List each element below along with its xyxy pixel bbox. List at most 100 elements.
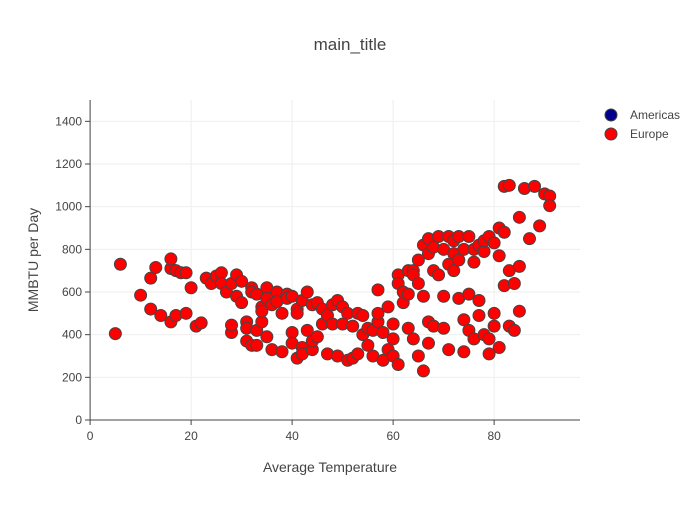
data-point-europe[interactable]: [502, 178, 516, 192]
data-point-europe[interactable]: [351, 347, 365, 361]
data-point-europe[interactable]: [512, 210, 526, 224]
data-point-europe[interactable]: [507, 276, 521, 290]
data-point-europe[interactable]: [250, 338, 264, 352]
data-point-europe[interactable]: [497, 225, 511, 239]
data-point-europe[interactable]: [310, 330, 324, 344]
data-point-europe[interactable]: [356, 308, 370, 322]
y-tick-label: 600: [62, 285, 82, 299]
data-point-europe[interactable]: [386, 317, 400, 331]
data-point-europe[interactable]: [346, 319, 360, 333]
chart-title: main_title: [314, 35, 387, 54]
y-tick-label: 800: [62, 242, 82, 256]
data-point-europe[interactable]: [361, 338, 375, 352]
legend-label-americas[interactable]: Americas: [630, 108, 680, 122]
data-point-europe[interactable]: [437, 321, 451, 335]
data-point-europe[interactable]: [533, 219, 547, 233]
data-point-europe[interactable]: [194, 316, 208, 330]
data-point-europe[interactable]: [154, 308, 168, 322]
data-point-europe[interactable]: [225, 318, 239, 332]
data-point-europe[interactable]: [457, 313, 471, 327]
y-tick-label: 1200: [55, 157, 82, 171]
y-axis-title: MMBTU per Day: [25, 208, 41, 312]
data-point-europe[interactable]: [512, 304, 526, 318]
x-tick-label: 0: [87, 429, 94, 443]
x-tick-label: 40: [285, 429, 299, 443]
data-point-europe[interactable]: [472, 308, 486, 322]
data-point-europe[interactable]: [300, 285, 314, 299]
data-point-europe[interactable]: [411, 253, 425, 267]
x-axis-title: Average Temperature: [263, 459, 397, 475]
data-point-europe[interactable]: [507, 323, 521, 337]
data-point-europe[interactable]: [113, 257, 127, 271]
data-point-europe[interactable]: [144, 271, 158, 285]
grid-layer: [90, 100, 580, 420]
data-point-europe[interactable]: [381, 300, 395, 314]
data-point-europe[interactable]: [411, 349, 425, 363]
data-point-europe[interactable]: [472, 294, 486, 308]
data-point-europe[interactable]: [457, 345, 471, 359]
data-point-europe[interactable]: [411, 276, 425, 290]
data-point-europe[interactable]: [255, 304, 269, 318]
data-point-europe[interactable]: [416, 364, 430, 378]
data-point-europe[interactable]: [235, 296, 249, 310]
data-point-europe[interactable]: [447, 264, 461, 278]
data-point-europe[interactable]: [482, 347, 496, 361]
data-point-europe[interactable]: [108, 327, 122, 341]
points-layer: [108, 178, 557, 378]
data-point-europe[interactable]: [522, 232, 536, 246]
data-point-europe[interactable]: [487, 306, 501, 320]
data-point-europe[interactable]: [467, 255, 481, 269]
data-point-europe[interactable]: [462, 287, 476, 301]
data-point-europe[interactable]: [406, 332, 420, 346]
data-point-europe[interactable]: [376, 326, 390, 340]
data-point-europe[interactable]: [492, 249, 506, 263]
data-point-europe[interactable]: [437, 289, 451, 303]
legend-marker-europe[interactable]: [604, 127, 618, 141]
data-point-europe[interactable]: [300, 323, 314, 337]
data-point-europe[interactable]: [401, 321, 415, 335]
data-point-europe[interactable]: [416, 289, 430, 303]
data-point-europe[interactable]: [164, 252, 178, 266]
data-point-europe[interactable]: [371, 283, 385, 297]
data-point-europe[interactable]: [179, 306, 193, 320]
data-point-europe[interactable]: [134, 288, 148, 302]
data-point-europe[interactable]: [275, 306, 289, 320]
data-point-europe[interactable]: [184, 281, 198, 295]
data-point-europe[interactable]: [144, 302, 158, 316]
y-tick-label: 1400: [55, 114, 82, 128]
y-tick-label: 400: [62, 328, 82, 342]
data-point-europe[interactable]: [432, 268, 446, 282]
x-tick-label: 60: [386, 429, 400, 443]
axes-layer: 0 200 400 600 800 1000 1200 1400 0 20 40 60 80: [55, 100, 580, 443]
x-tick-label: 80: [487, 429, 501, 443]
data-point-europe[interactable]: [462, 230, 476, 244]
data-point-europe[interactable]: [482, 332, 496, 346]
data-point-europe[interactable]: [452, 253, 466, 267]
legend-marker-americas[interactable]: [604, 108, 618, 122]
y-tick-label: 0: [75, 413, 82, 427]
data-point-europe[interactable]: [442, 343, 456, 357]
x-tick-label: 20: [184, 429, 198, 443]
data-point-europe[interactable]: [235, 274, 249, 288]
data-point-europe[interactable]: [492, 340, 506, 354]
data-point-europe[interactable]: [487, 236, 501, 250]
data-point-europe[interactable]: [391, 358, 405, 372]
data-point-europe[interactable]: [290, 306, 304, 320]
data-point-europe[interactable]: [543, 199, 557, 213]
data-point-europe[interactable]: [512, 259, 526, 273]
data-point-europe[interactable]: [371, 306, 385, 320]
data-point-europe[interactable]: [421, 336, 435, 350]
legend-label-europe[interactable]: Europe: [630, 127, 669, 141]
data-point-europe[interactable]: [149, 260, 163, 274]
data-point-europe[interactable]: [179, 266, 193, 280]
data-point-europe[interactable]: [487, 319, 501, 333]
data-point-europe[interactable]: [401, 287, 415, 301]
data-point-europe[interactable]: [386, 332, 400, 346]
legend[interactable]: Americas Europe: [604, 108, 680, 141]
data-point-europe[interactable]: [528, 179, 542, 193]
y-tick-label: 1000: [55, 200, 82, 214]
data-point-europe[interactable]: [260, 330, 274, 344]
data-point-europe[interactable]: [275, 345, 289, 359]
